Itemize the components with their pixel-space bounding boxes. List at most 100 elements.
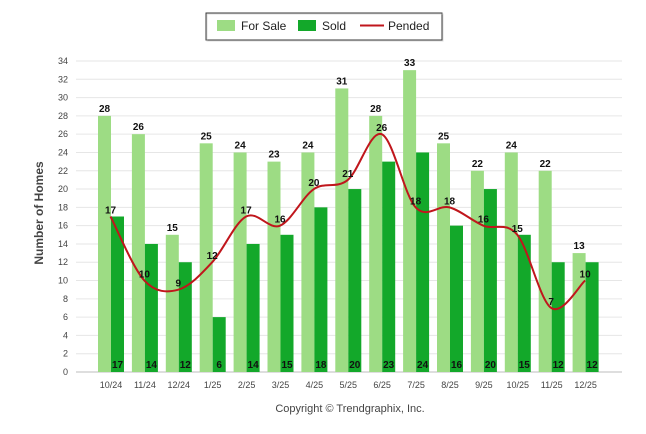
label-for-sale: 26	[133, 122, 145, 133]
copyright: Copyright © Trendgraphix, Inc.	[275, 403, 424, 415]
label-sold: 23	[383, 360, 395, 371]
label-for-sale: 24	[235, 140, 247, 151]
legend-swatch-for-sale	[217, 20, 235, 31]
bar-sold	[178, 262, 192, 372]
x-tick-label: 8/25	[441, 380, 459, 390]
bar-for-sale	[437, 143, 450, 372]
y-tick-label: 24	[58, 147, 68, 157]
bar-sold	[517, 234, 531, 372]
bar-sold	[246, 243, 260, 372]
label-for-sale: 24	[506, 140, 518, 151]
label-pended: 20	[308, 178, 320, 189]
label-for-sale: 33	[404, 58, 416, 69]
y-tick-label: 14	[58, 239, 68, 249]
pended-line-path	[109, 133, 586, 311]
bar-for-sale	[335, 88, 349, 373]
y-tick-label: 2	[63, 349, 68, 359]
x-tick-label: 3/25	[272, 380, 290, 390]
label-for-sale: 22	[472, 159, 484, 170]
bar-sold	[551, 262, 565, 372]
label-pended: 21	[342, 169, 354, 180]
bar-sold	[280, 234, 294, 372]
x-axis-ticks: 10/24 11/24 12/24 1/25 2/25 3/25 4/25 5/25 6/25 7…	[100, 380, 597, 390]
label-pended: 17	[241, 206, 253, 217]
label-for-sale: 22	[540, 159, 552, 170]
label-sold: 12	[180, 360, 192, 371]
label-sold: 6	[216, 360, 222, 371]
x-tick-label: 12/24	[168, 380, 191, 390]
bar-sold	[348, 189, 362, 372]
label-for-sale: 25	[201, 131, 213, 142]
legend-swatch-sold	[298, 20, 316, 31]
x-tick-label: 9/25	[475, 380, 493, 390]
y-axis-title: Number of Homes	[32, 161, 46, 265]
label-pended: 7	[548, 297, 554, 308]
bar-for-sale	[538, 170, 552, 372]
label-pended: 9	[176, 279, 182, 290]
label-pended: 15	[512, 224, 524, 235]
label-sold: 20	[485, 360, 497, 371]
label-pended: 10	[580, 270, 592, 281]
bar-for-sale	[165, 234, 179, 372]
bar-for-sale	[98, 115, 111, 372]
y-tick-label: 18	[58, 202, 68, 212]
bar-sold	[212, 317, 226, 372]
bar-for-sale	[131, 134, 145, 372]
x-tick-label: 5/25	[340, 380, 358, 390]
label-sold: 24	[417, 360, 429, 371]
x-tick-label: 12/25	[574, 380, 597, 390]
label-sold: 15	[519, 360, 531, 371]
label-pended: 16	[478, 215, 490, 226]
label-sold: 20	[349, 360, 361, 371]
label-pended: 17	[105, 206, 117, 217]
bar-sold	[382, 161, 396, 372]
label-sold: 12	[587, 360, 599, 371]
label-for-sale: 28	[370, 104, 382, 115]
x-tick-label: 10/25	[507, 380, 530, 390]
legend-label-sold: Sold	[322, 19, 346, 33]
x-tick-label: 11/25	[541, 380, 563, 390]
y-tick-label: 30	[58, 93, 68, 103]
label-for-sale: 15	[167, 223, 179, 234]
y-tick-label: 26	[58, 129, 68, 139]
label-sold: 15	[281, 360, 293, 371]
label-pended: 26	[376, 123, 388, 134]
label-sold: 18	[315, 360, 327, 371]
bar-for-sale	[233, 152, 247, 372]
label-for-sale: 24	[302, 140, 314, 151]
label-sold: 14	[146, 360, 158, 371]
bar-for-sale	[199, 143, 213, 372]
legend-label-pended: Pended	[388, 19, 429, 33]
label-for-sale: 23	[268, 150, 280, 161]
data-labels: 28 17 26 14 15 12 25 6 24 14 23 15 24 18 31 20 28 23 33 24 2…	[99, 58, 598, 371]
y-tick-label: 4	[63, 330, 68, 340]
label-for-sale: 25	[438, 131, 450, 142]
label-pended: 10	[139, 270, 151, 281]
x-tick-label: 4/25	[306, 380, 324, 390]
label-for-sale: 31	[336, 76, 348, 87]
y-tick-label: 22	[58, 166, 68, 176]
pended-line	[109, 133, 586, 311]
y-tick-label: 16	[58, 221, 68, 231]
x-tick-label: 6/25	[373, 380, 391, 390]
label-pended: 18	[410, 196, 422, 207]
label-for-sale: 28	[99, 104, 111, 115]
bar-for-sale	[504, 152, 518, 372]
bar-sold	[314, 207, 328, 372]
y-tick-label: 32	[58, 74, 68, 84]
label-pended: 16	[274, 215, 286, 226]
y-tick-label: 0	[63, 367, 68, 377]
label-pended: 18	[444, 196, 456, 207]
bar-for-sale	[470, 170, 484, 372]
bar-sold	[416, 152, 430, 372]
legend: For Sale Sold Pended	[205, 12, 444, 42]
y-tick-label: 28	[58, 111, 68, 121]
y-tick-label: 10	[58, 276, 68, 286]
bar-for-sale	[267, 161, 281, 372]
label-sold: 16	[451, 360, 463, 371]
y-tick-label: 20	[58, 184, 68, 194]
x-tick-label: 2/25	[238, 380, 256, 390]
label-sold: 17	[112, 360, 124, 371]
